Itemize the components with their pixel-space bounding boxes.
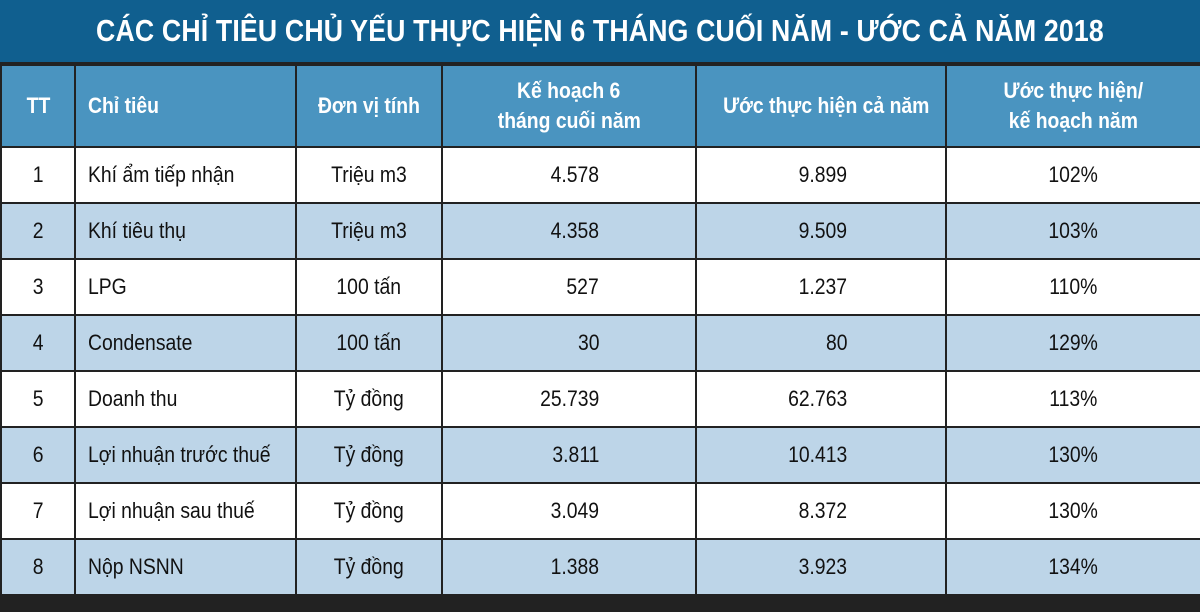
table-row: 3 LPG 100 tấn 527 1.237 110% [0, 258, 1200, 316]
cell-tt: 4 [0, 314, 76, 372]
cell-don-vi: Tỷ đồng [295, 482, 443, 540]
cell-ke-hoach: 30 [441, 314, 697, 372]
header-don-vi: Đơn vị tính [295, 64, 443, 148]
cell-tt: 8 [0, 538, 76, 596]
cell-chi-tieu: Khí ẩm tiếp nhận [74, 146, 297, 204]
cell-ke-hoach: 25.739 [441, 370, 697, 428]
cell-ty-le: 110% [945, 258, 1200, 316]
cell-don-vi: 100 tấn [295, 258, 443, 316]
cell-ke-hoach: 3.811 [441, 426, 697, 484]
cell-uoc: 62.763 [695, 370, 947, 428]
table-row: 5 Doanh thu Tỷ đồng 25.739 62.763 113% [0, 370, 1200, 428]
cell-ty-le: 130% [945, 426, 1200, 484]
cell-chi-tieu: Condensate [74, 314, 297, 372]
cell-tt: 6 [0, 426, 76, 484]
header-chi-tieu: Chỉ tiêu [74, 64, 297, 148]
cell-chi-tieu: Nộp NSNN [74, 538, 297, 596]
cell-chi-tieu: LPG [74, 258, 297, 316]
indicator-table: TT Chỉ tiêu Đơn vị tính Kế hoạch 6 tháng … [0, 64, 1200, 596]
cell-ty-le: 113% [945, 370, 1200, 428]
cell-don-vi: Triệu m3 [295, 146, 443, 204]
cell-ty-le: 134% [945, 538, 1200, 596]
table-row: 6 Lợi nhuận trước thuế Tỷ đồng 3.811 10.413 1… [0, 426, 1200, 484]
cell-ty-le: 129% [945, 314, 1200, 372]
cell-ty-le: 130% [945, 482, 1200, 540]
cell-uoc: 80 [695, 314, 947, 372]
cell-don-vi: Tỷ đồng [295, 538, 443, 596]
cell-don-vi: 100 tấn [295, 314, 443, 372]
cell-tt: 2 [0, 202, 76, 260]
cell-don-vi: Tỷ đồng [295, 370, 443, 428]
cell-ke-hoach: 1.388 [441, 538, 697, 596]
cell-tt: 7 [0, 482, 76, 540]
cell-uoc: 8.372 [695, 482, 947, 540]
cell-uoc: 9.509 [695, 202, 947, 260]
cell-ke-hoach: 527 [441, 258, 697, 316]
table-title: CÁC CHỈ TIÊU CHỦ YẾU THỰC HIỆN 6 THÁNG C… [0, 0, 1200, 64]
cell-ty-le: 102% [945, 146, 1200, 204]
cell-uoc: 3.923 [695, 538, 947, 596]
cell-chi-tieu: Khí tiêu thụ [74, 202, 297, 260]
cell-ke-hoach: 3.049 [441, 482, 697, 540]
table-row: 1 Khí ẩm tiếp nhận Triệu m3 4.578 9.899 102% [0, 146, 1200, 204]
cell-don-vi: Triệu m3 [295, 202, 443, 260]
header-uoc: Ước thực hiện cả năm [695, 64, 947, 148]
header-ke-hoach: Kế hoạch 6 tháng cuối năm [441, 64, 697, 148]
cell-don-vi: Tỷ đồng [295, 426, 443, 484]
cell-uoc: 9.899 [695, 146, 947, 204]
cell-uoc: 10.413 [695, 426, 947, 484]
cell-chi-tieu: Lợi nhuận sau thuế [74, 482, 297, 540]
cell-ty-le: 103% [945, 202, 1200, 260]
cell-chi-tieu: Doanh thu [74, 370, 297, 428]
table-row: 8 Nộp NSNN Tỷ đồng 1.388 3.923 134% [0, 538, 1200, 596]
cell-uoc: 1.237 [695, 258, 947, 316]
cell-tt: 3 [0, 258, 76, 316]
header-tt: TT [0, 64, 76, 148]
header-row: TT Chỉ tiêu Đơn vị tính Kế hoạch 6 tháng … [0, 64, 1200, 148]
table-row: 4 Condensate 100 tấn 30 80 129% [0, 314, 1200, 372]
cell-chi-tieu: Lợi nhuận trước thuế [74, 426, 297, 484]
table-row: 7 Lợi nhuận sau thuế Tỷ đồng 3.049 8.372 130% [0, 482, 1200, 540]
cell-ke-hoach: 4.358 [441, 202, 697, 260]
cell-tt: 5 [0, 370, 76, 428]
header-ty-le: Ước thực hiện/kế hoạch năm [945, 64, 1200, 148]
cell-tt: 1 [0, 146, 76, 204]
cell-ke-hoach: 4.578 [441, 146, 697, 204]
table-row: 2 Khí tiêu thụ Triệu m3 4.358 9.509 103% [0, 202, 1200, 260]
